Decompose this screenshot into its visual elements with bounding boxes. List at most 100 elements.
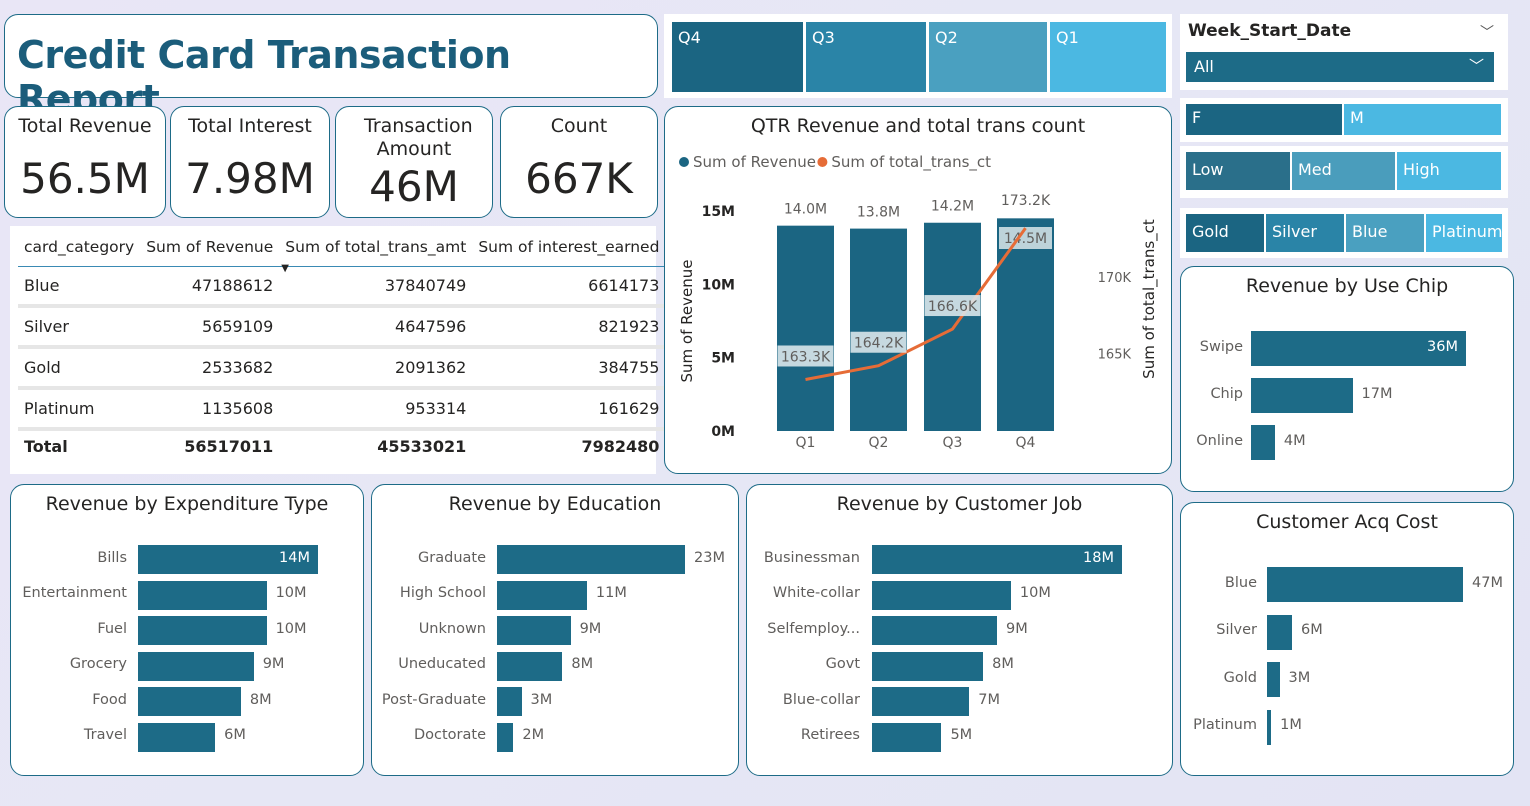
trans-count-line[interactable]	[805, 227, 1027, 381]
card-button-gold[interactable]: Gold	[1186, 214, 1264, 252]
line-label-bg	[924, 295, 981, 317]
revenue-bar[interactable]	[138, 616, 267, 645]
bar-data-label: 47M	[1472, 574, 1503, 591]
revenue-by-education-card: Revenue by Education Graduate 23M High Sch…	[371, 484, 739, 776]
quarter-button-q2[interactable]: Q2	[929, 22, 1047, 92]
line-data-label: 164.2K	[854, 336, 904, 352]
revenue-bar[interactable]	[138, 545, 318, 574]
revenue-bar[interactable]	[872, 687, 970, 716]
revenue-bar[interactable]	[1251, 331, 1466, 366]
report-title-card: Credit Card Transaction Report	[4, 14, 658, 121]
revenue-bar[interactable]	[872, 722, 942, 752]
revenue-bar[interactable]	[1251, 378, 1353, 413]
gender-button-m[interactable]: M	[1344, 104, 1501, 135]
quarter-button-q1[interactable]: Q1	[1050, 22, 1166, 92]
bar-data-label: 8M	[992, 656, 1014, 672]
table-cell: 1135608	[140, 388, 280, 431]
y2-axis-label: Sum of total_trans_ct	[1140, 219, 1159, 379]
legend-marker	[817, 157, 828, 167]
gender-button-f[interactable]: F	[1186, 104, 1342, 135]
table-row[interactable]: Silver 5659109 4647596 821923	[18, 306, 666, 349]
customer-acq-cost-card: Customer Acq Cost Blue 47M Silver 6M Gold 3M P…	[1180, 502, 1514, 776]
bar-category-label: Gold	[1223, 669, 1257, 686]
week-start-date-dropdown[interactable]: All ﹀	[1186, 52, 1494, 82]
revenue-bar[interactable]	[138, 722, 216, 752]
chart-title: Customer Acq Cost	[1256, 511, 1438, 533]
card-button-platinum[interactable]: Platinum	[1426, 214, 1502, 252]
y-tick-label: 15M	[702, 204, 735, 220]
revenue-bar[interactable]	[497, 722, 514, 752]
revenue-bar[interactable]	[1267, 662, 1280, 697]
chart-title: Revenue by Expenditure Type	[45, 493, 329, 515]
bar-data-label: 18M	[1083, 549, 1114, 566]
line-data-label: 166.6K	[928, 299, 978, 315]
bar-data-label: 10M	[1019, 585, 1051, 601]
card-button-blue[interactable]: Blue	[1346, 214, 1424, 252]
revenue-bar[interactable]	[1267, 567, 1463, 602]
revenue-bar[interactable]	[872, 580, 1011, 610]
revenue-bar[interactable]	[497, 687, 522, 716]
legend-label[interactable]: Sum of Revenue	[693, 153, 816, 171]
revenue-bar[interactable]	[1267, 709, 1272, 745]
line-label-bg	[777, 345, 834, 367]
column-header[interactable]: card_category	[18, 232, 141, 267]
bar-data-label: 10M	[275, 620, 307, 637]
revenue-bar[interactable]	[1267, 614, 1293, 650]
table-row[interactable]: Gold 2533682 2091362 384755	[18, 347, 666, 390]
revenue-bar[interactable]	[497, 580, 587, 610]
table-cell: Total	[18, 428, 141, 465]
column-header[interactable]: Sum of interest_earned	[472, 232, 666, 267]
revenue-bar[interactable]	[1251, 425, 1275, 460]
quarter-button-q4[interactable]: Q4	[672, 22, 803, 92]
card-button-silver[interactable]: Silver	[1266, 214, 1344, 252]
bar-category-label: Travel	[83, 727, 127, 743]
revenue-bar[interactable]	[777, 225, 834, 431]
quarter-button-q3[interactable]: Q3	[806, 22, 926, 92]
kpi-label: Total Revenue	[18, 115, 152, 137]
revenue-bar[interactable]	[138, 687, 241, 716]
bar-data-label: 7M	[978, 691, 1000, 708]
revenue-bar[interactable]	[872, 651, 984, 681]
line-label-bg	[850, 331, 907, 353]
x-tick-label: Q4	[1016, 435, 1036, 451]
bar-data-label: 14.2M	[931, 199, 974, 215]
revenue-bar[interactable]	[497, 651, 563, 681]
table-cell: Silver	[18, 306, 141, 349]
legend-label[interactable]: Sum of total_trans_ct	[831, 153, 991, 172]
bar-category-label: Selfemploy...	[767, 620, 860, 637]
table-row[interactable]: Blue 47188612 37840749 6614173	[18, 266, 666, 308]
revenue-bar[interactable]	[850, 228, 907, 431]
kpi-transaction-amount: Transaction Amount 46M	[335, 106, 493, 218]
revenue-bar[interactable]	[872, 545, 1122, 574]
revenue-by-customer-job-card: Revenue by Customer Job Businessman 18M Wh…	[746, 484, 1173, 776]
income-button-med[interactable]: Med	[1292, 152, 1395, 190]
revenue-bar[interactable]	[872, 616, 997, 645]
bar-data-label: 14.5M	[1004, 231, 1047, 247]
report-title: Credit Card Transaction Report	[17, 33, 511, 121]
income-button-low[interactable]: Low	[1186, 152, 1290, 190]
qtr-revenue-chart: Sum of Revenue Sum of total_trans_ct 0M 5M 1…	[678, 153, 1159, 451]
chevron-down-icon[interactable]: ﹀	[1480, 25, 1494, 41]
table-cell: 47188612	[140, 266, 280, 308]
bar-data-label: 11M	[595, 585, 627, 601]
table-row[interactable]: Platinum 1135608 953314 161629	[18, 388, 666, 431]
income-button-high[interactable]: High	[1397, 152, 1501, 190]
revenue-bar[interactable]	[138, 651, 254, 681]
income-slicer: Low Med High	[1180, 146, 1508, 198]
chart-title: Revenue by Use Chip	[1245, 275, 1449, 297]
revenue-bar[interactable]	[138, 580, 267, 610]
table-cell: 384755	[472, 347, 666, 390]
revenue-bar[interactable]	[497, 545, 685, 574]
bar-category-label: Post-Graduate	[381, 691, 486, 708]
kpi-value: 667K	[525, 154, 633, 203]
table-cell: 37840749	[279, 266, 473, 308]
revenue-bar[interactable]	[997, 218, 1054, 431]
bar-data-label: 9M	[262, 656, 285, 672]
column-header[interactable]: Sum of Revenue	[140, 232, 280, 267]
table-cell: 56517011	[140, 428, 280, 465]
kpi-value: 7.98M	[185, 154, 315, 203]
dropdown-value: All	[1194, 57, 1214, 76]
column-header[interactable]: Sum of total_trans_amt ▼	[279, 232, 473, 274]
revenue-bar[interactable]	[497, 616, 571, 645]
chart-title: QTR Revenue and total trans count	[750, 115, 1086, 137]
